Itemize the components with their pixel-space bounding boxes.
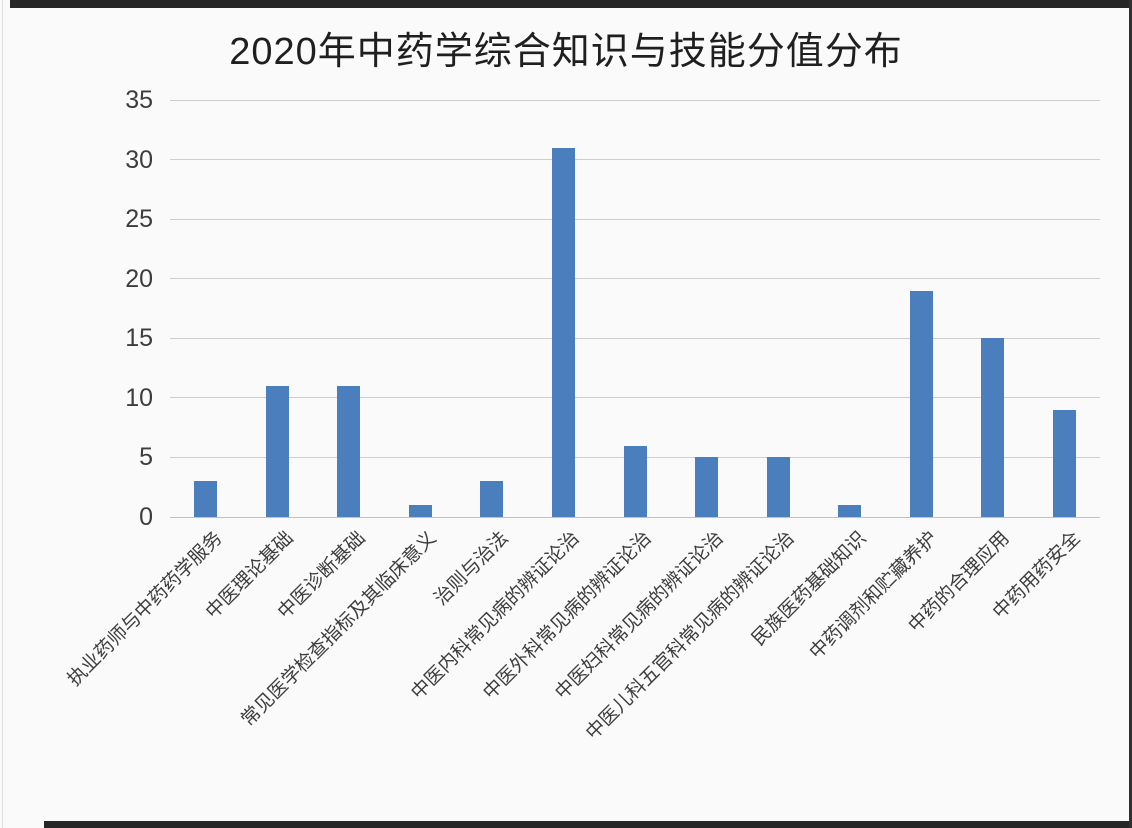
y-axis-tick-label: 25 bbox=[125, 205, 153, 234]
photo-edge-bottom bbox=[44, 821, 1132, 828]
bar-3 bbox=[337, 385, 361, 517]
x-axis-line bbox=[170, 516, 1100, 518]
bar-10 bbox=[838, 505, 862, 517]
gridline bbox=[170, 278, 1100, 280]
y-axis-tick-label: 35 bbox=[125, 86, 153, 114]
x-axis-category-label: 中药调剂和贮藏养护 bbox=[805, 527, 942, 664]
y-axis-tick-label: 20 bbox=[125, 264, 153, 293]
bar-1 bbox=[194, 481, 218, 517]
y-axis-tick-label: 0 bbox=[139, 503, 153, 531]
y-axis-tick-label: 10 bbox=[125, 383, 153, 412]
bar-13 bbox=[1052, 409, 1076, 517]
bar-12 bbox=[981, 338, 1005, 517]
bar-8 bbox=[695, 457, 719, 517]
gridline bbox=[170, 397, 1100, 399]
gridline bbox=[170, 218, 1100, 220]
photo-edge-right bbox=[1129, 0, 1132, 828]
bar-11 bbox=[909, 290, 933, 517]
chart-title: 2020年中药学综合知识与技能分值分布 bbox=[229, 31, 903, 73]
y-axis-tick-label: 15 bbox=[125, 324, 153, 353]
gridline bbox=[170, 337, 1100, 339]
bar-7 bbox=[623, 445, 647, 517]
gridline bbox=[170, 159, 1100, 161]
bar-9 bbox=[766, 457, 790, 517]
photo-edge-top bbox=[10, 0, 1132, 8]
bar-4 bbox=[408, 505, 432, 517]
y-axis-tick-label: 5 bbox=[139, 443, 153, 472]
gridline bbox=[170, 99, 1100, 101]
plot-area: 0 5 10 15 20 25 30 35 执业药师与中药药学服务 中医理论基础 中医诊断基础 常见医… bbox=[64, 86, 1100, 744]
bar-6 bbox=[551, 147, 575, 517]
bar-5 bbox=[480, 481, 504, 517]
y-axis-tick-label: 30 bbox=[125, 145, 153, 174]
photo-edge-left bbox=[2, 0, 3, 828]
bar-2 bbox=[265, 385, 289, 517]
